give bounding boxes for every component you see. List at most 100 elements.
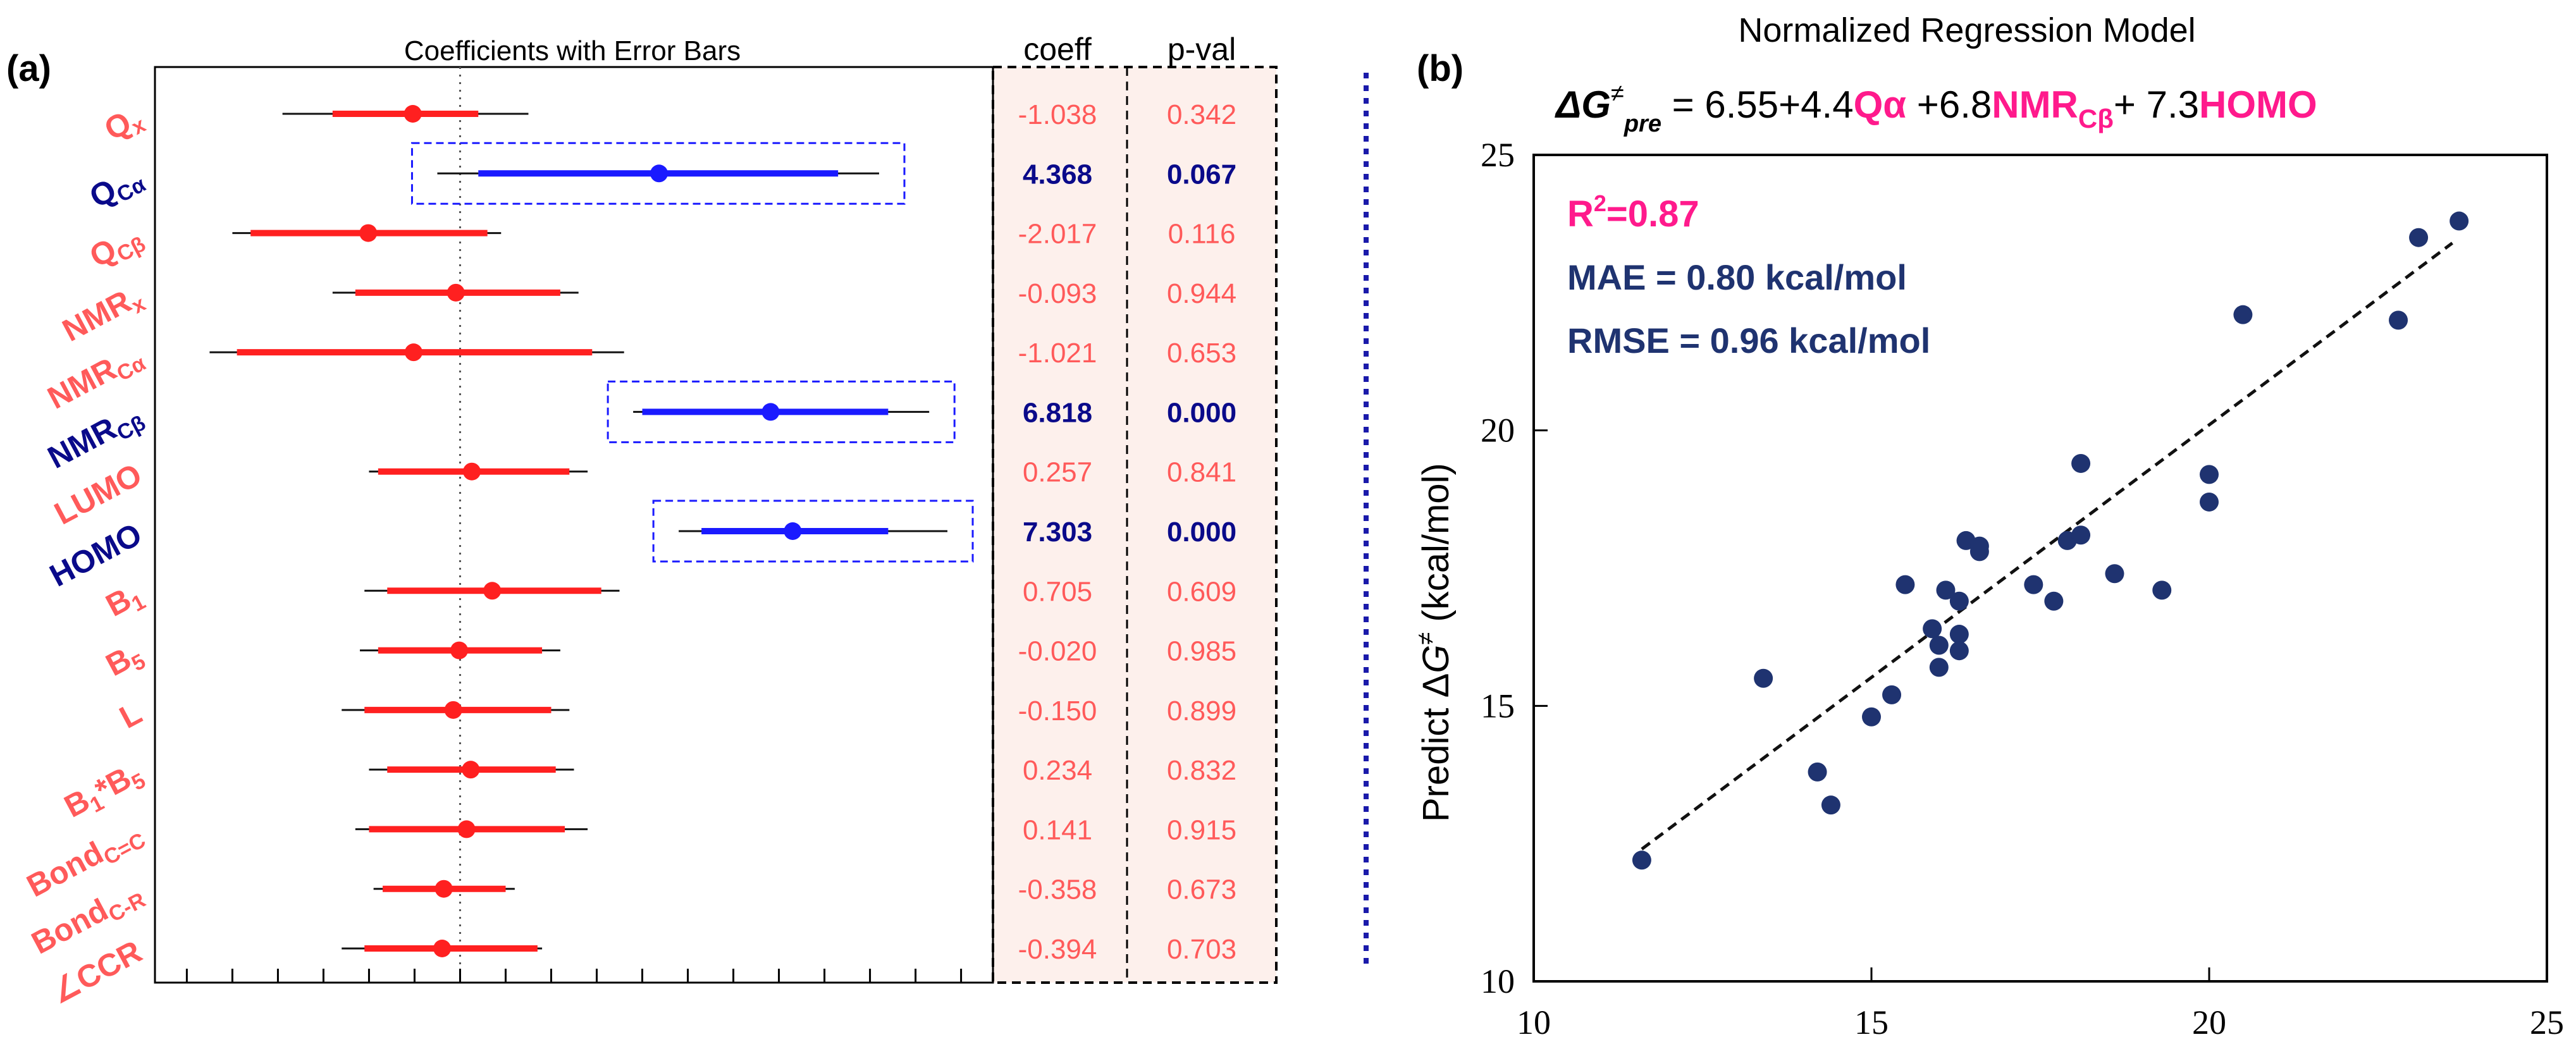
forest-row: -0.020 0.985 [360, 636, 1236, 667]
panel-b-title: Normalized Regression Model [1738, 11, 2195, 49]
ylabel-sup: ≠ [1412, 632, 1438, 645]
row-label: QCβ [84, 218, 150, 278]
coeff-value: -0.150 [1018, 696, 1097, 727]
scatter-point [2044, 591, 2064, 611]
scatter-point [1862, 707, 1881, 727]
pval-value: 0.116 [1168, 219, 1236, 250]
eq-term-nmr-sub: Cβ [2078, 104, 2114, 133]
scatter-point [2024, 575, 2043, 594]
pval-value: 0.832 [1167, 755, 1236, 786]
pval-value: 0.653 [1167, 338, 1236, 369]
row-label: L [114, 695, 147, 735]
mae-annotation: MAE = 0.80 kcal/mol [1567, 257, 1907, 297]
pval-value: 0.944 [1167, 278, 1236, 309]
scatter-point [2071, 453, 2091, 473]
row-label: B1 [100, 576, 149, 627]
row-label: HOMO [44, 516, 148, 593]
scatter-point [2105, 564, 2124, 584]
forest-row: 0.234 0.832 [369, 755, 1236, 786]
row-label: Qx [99, 99, 150, 151]
r2-value: =0.87 [1606, 193, 1699, 235]
pval-value: 0.985 [1167, 636, 1236, 667]
coefficient-point [359, 224, 378, 242]
pval-value: 0.673 [1167, 874, 1236, 905]
col-header-pval: p-val [1168, 32, 1236, 67]
coefficient-point [444, 701, 462, 719]
forest-row: 0.141 0.915 [355, 814, 1236, 845]
forest-row: -0.150 0.899 [342, 696, 1236, 727]
coeff-value: -0.093 [1018, 278, 1097, 309]
rmse-annotation: RMSE = 0.96 kcal/mol [1567, 321, 1930, 360]
forest-row: 0.257 0.841 [369, 457, 1236, 488]
pval-value: 0.609 [1167, 576, 1236, 607]
eq-term-nmr: NMR [1992, 83, 2078, 126]
pval-value: 0.841 [1167, 457, 1236, 488]
scatter-plot-area [1532, 154, 2548, 983]
fit-line [1641, 242, 2453, 850]
row-label-sub: C=C [100, 828, 150, 870]
coeff-value: 0.257 [1023, 457, 1092, 488]
significance-highlight-box [607, 380, 956, 443]
coeff-value: 0.705 [1023, 576, 1092, 607]
significance-highlight-box [652, 500, 974, 563]
coeff-value: -0.394 [1018, 934, 1097, 965]
r2-label: R [1567, 193, 1594, 235]
y-tick-label: 20 [1481, 412, 1515, 450]
coeff-value: 0.234 [1023, 755, 1092, 786]
eq-plus-3: + 7.3 [2114, 83, 2199, 126]
scatter-point [2233, 305, 2253, 324]
forest-row: 7.303 0.000 [652, 500, 1236, 563]
coefficient-point [462, 462, 481, 481]
panel-b-tag: (b) [1417, 48, 1464, 89]
coeff-value: -1.021 [1018, 338, 1097, 369]
scatter-point [2389, 310, 2408, 330]
forest-row: 4.368 0.067 [410, 142, 1236, 205]
scatter-point [1895, 575, 1915, 594]
coefficient-point [447, 283, 465, 302]
eq-lhs-sub: pre [1624, 111, 1661, 137]
ylabel-prefix: Predict Δ [1415, 673, 1457, 822]
scatter-point [1949, 591, 1969, 611]
coeff-value: 7.303 [1023, 517, 1092, 548]
coeff-value: 0.141 [1023, 814, 1092, 845]
row-label-main: NMR [42, 410, 122, 475]
scatter-point [2071, 525, 2091, 545]
pval-value: 0.915 [1167, 814, 1236, 845]
coefficient-point [462, 761, 480, 779]
scatter-point [1808, 762, 1827, 782]
eq-lhs-symbol: ΔG [1555, 83, 1611, 126]
coefficient-point [434, 880, 453, 898]
eq-lhs-sup: ≠ [1611, 80, 1624, 107]
coefficient-point [650, 164, 669, 183]
scatter-point [2409, 228, 2429, 247]
forest-row: 6.818 0.000 [607, 380, 1236, 443]
scatter-point [2152, 580, 2172, 600]
coeff-table-background [993, 67, 1276, 983]
scatter-ticks: 10 15 20 25 10 15 20 25 [1481, 136, 2564, 1041]
coefficient-point [761, 403, 780, 421]
row-label-main: NMR [42, 351, 122, 416]
y-tick-label: 15 [1481, 687, 1515, 725]
row-label-main: HOMO [44, 516, 148, 593]
x-tick-label: 20 [2192, 1003, 2226, 1041]
coeff-value: 6.818 [1023, 397, 1092, 428]
row-label-main: NMR [57, 283, 137, 348]
scatter-point [2200, 465, 2219, 484]
eq-plus-2: +6.8 [1906, 83, 1992, 126]
pval-value: 0.899 [1167, 696, 1236, 727]
scatter-point [1821, 795, 1840, 815]
row-label: NMRCα [42, 337, 149, 419]
scatter-point [2200, 492, 2219, 512]
pval-value: 0.000 [1167, 397, 1236, 428]
coeff-value: -1.038 [1018, 99, 1097, 130]
panel-a-tag: (a) [6, 48, 51, 89]
x-tick-label: 15 [1854, 1003, 1889, 1041]
scatter-point [1923, 619, 1942, 639]
coefficient-point [404, 105, 422, 123]
eq-term-homo: HOMO [2199, 83, 2317, 126]
eq-constant: = 6.55+4.4 [1661, 83, 1854, 126]
forest-row: -1.021 0.653 [209, 338, 1236, 369]
ylabel-g: G [1415, 645, 1457, 673]
significance-highlight-box [410, 142, 906, 205]
scatter-point [1936, 580, 1956, 600]
